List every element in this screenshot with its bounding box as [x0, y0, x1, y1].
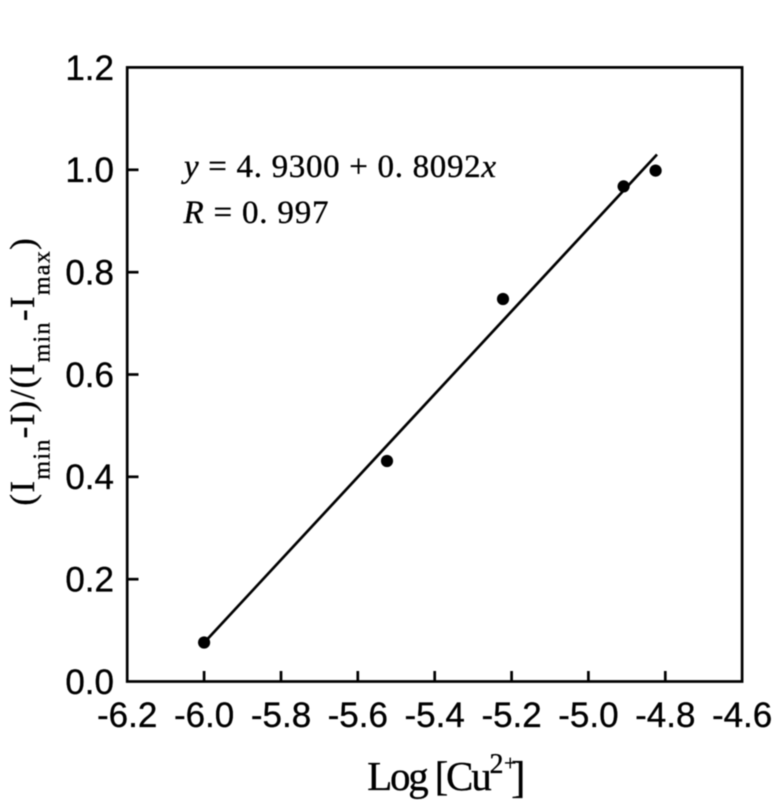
- svg-text:0.0: 0.0: [65, 663, 114, 702]
- svg-text:-5.0: -5.0: [558, 696, 618, 735]
- svg-text:1.2: 1.2: [65, 49, 114, 88]
- svg-text:+: +: [504, 751, 516, 776]
- svg-text:0.4: 0.4: [65, 458, 114, 497]
- svg-text:-6.0: -6.0: [174, 696, 234, 735]
- svg-text:0.6: 0.6: [65, 356, 114, 395]
- svg-text:0.2: 0.2: [65, 561, 114, 600]
- svg-text:-5.6: -5.6: [328, 696, 388, 735]
- svg-text:(Imin-I)/(Imin-Imax): (Imin-I)/(Imin-Imax): [3, 237, 56, 506]
- svg-text:-4.6: -4.6: [712, 696, 772, 735]
- svg-text:-6.2: -6.2: [97, 696, 157, 735]
- svg-text:y = 4. 9300 + 0. 8092x: y = 4. 9300 + 0. 8092x: [181, 149, 496, 185]
- svg-text:1.0: 1.0: [65, 151, 114, 190]
- svg-text:R = 0. 997: R = 0. 997: [183, 195, 329, 231]
- svg-text:-4.8: -4.8: [635, 696, 695, 735]
- svg-text:-5.2: -5.2: [481, 696, 541, 735]
- svg-text:]: ]: [511, 753, 526, 800]
- svg-text:0.8: 0.8: [65, 254, 114, 293]
- svg-text:-5.4: -5.4: [405, 696, 465, 735]
- svg-text:-5.8: -5.8: [251, 696, 311, 735]
- svg-text:2: 2: [490, 749, 504, 780]
- svg-text:Log [Cu: Log [Cu: [367, 753, 492, 799]
